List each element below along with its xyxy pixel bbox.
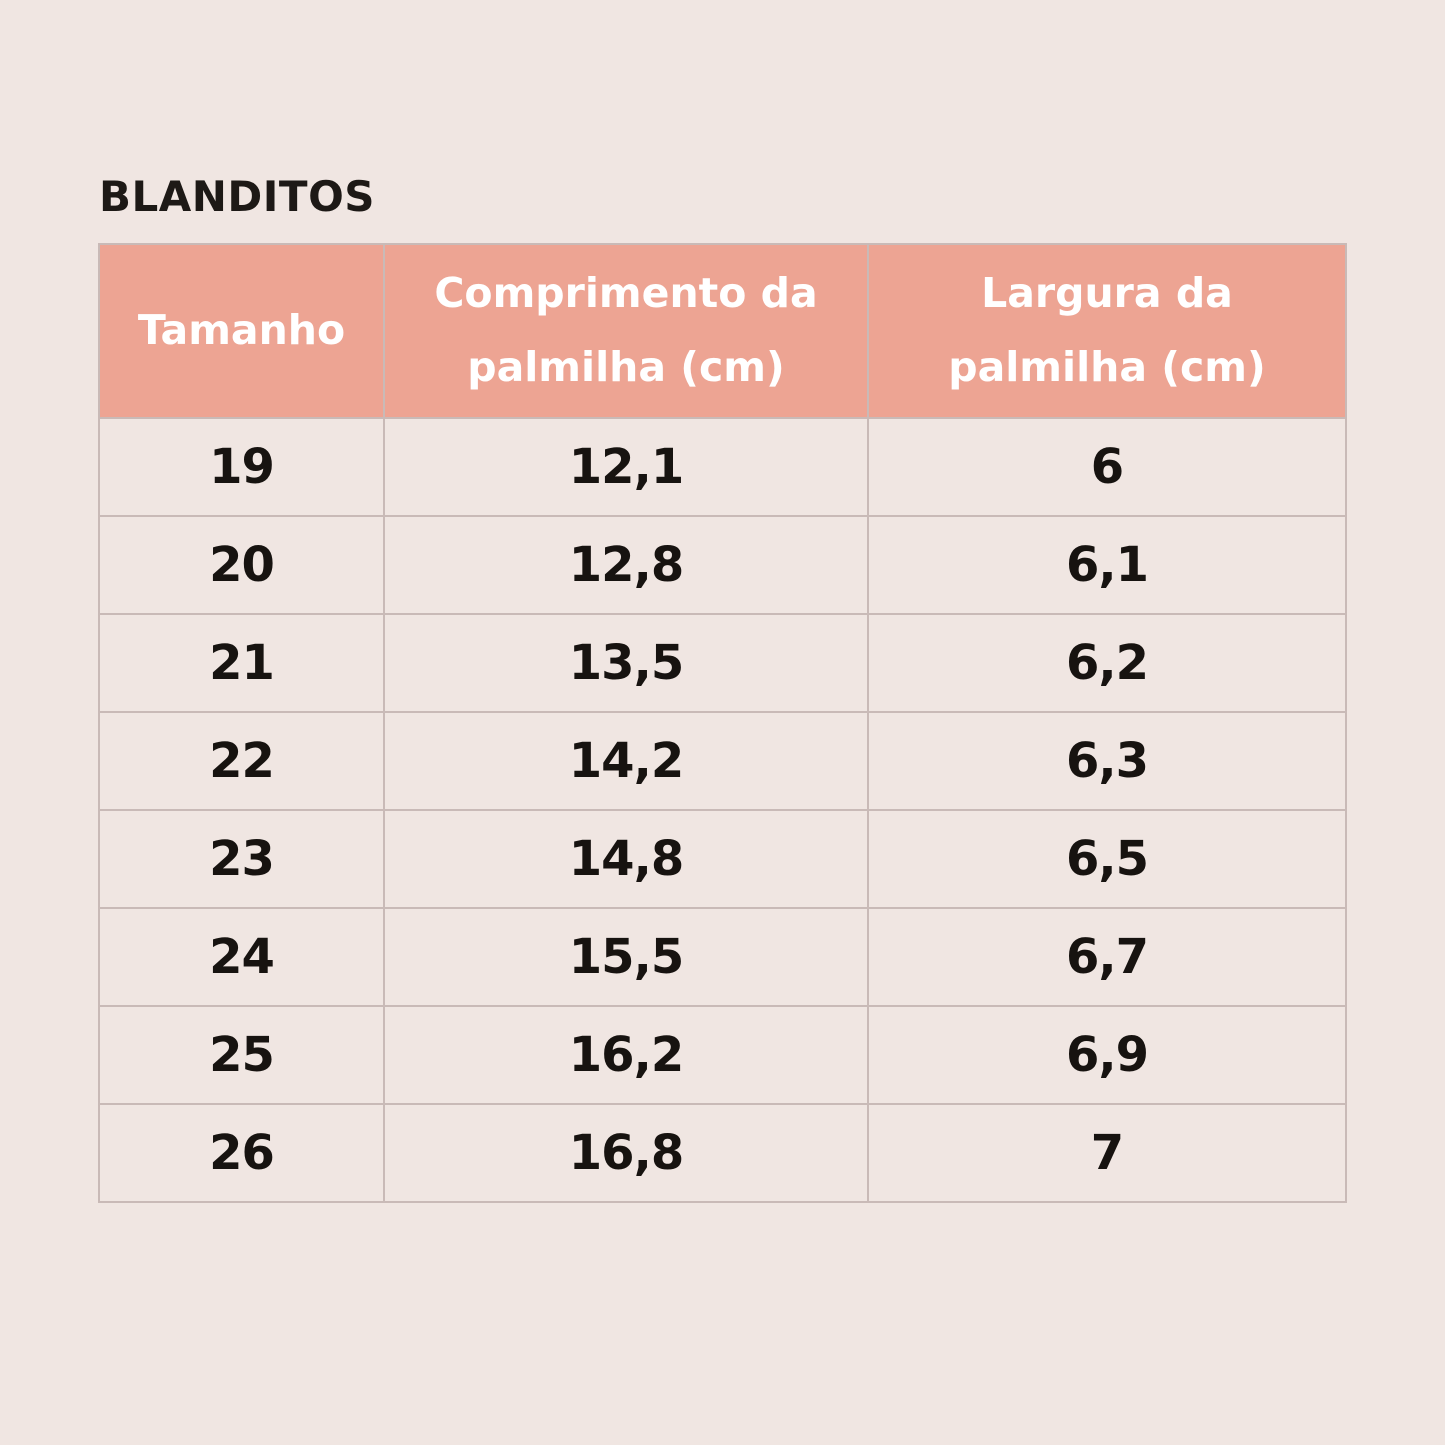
cell-tamanho: 24 bbox=[98, 907, 385, 1007]
table-row: 24 15,5 6,7 bbox=[98, 907, 1347, 1007]
cell-tamanho: 19 bbox=[98, 417, 385, 517]
cell-tamanho: 23 bbox=[98, 809, 385, 909]
cell-comprimento-palmilha: 13,5 bbox=[383, 613, 869, 713]
table-row: 20 12,8 6,1 bbox=[98, 515, 1347, 615]
cell-tamanho: 21 bbox=[98, 613, 385, 713]
header-cell-largura-palmilha: Largura da palmilha (cm) bbox=[867, 243, 1347, 419]
cell-largura-palmilha: 6,2 bbox=[867, 613, 1347, 713]
cell-comprimento-palmilha: 14,8 bbox=[383, 809, 869, 909]
page-title: BLANDITOS bbox=[99, 172, 376, 221]
cell-largura-palmilha: 6,7 bbox=[867, 907, 1347, 1007]
table-row: 21 13,5 6,2 bbox=[98, 613, 1347, 713]
cell-tamanho: 25 bbox=[98, 1005, 385, 1105]
table-row: 25 16,2 6,9 bbox=[98, 1005, 1347, 1105]
cell-largura-palmilha: 6,5 bbox=[867, 809, 1347, 909]
cell-tamanho: 20 bbox=[98, 515, 385, 615]
size-chart-table: Tamanho Comprimento da palmilha (cm) Lar… bbox=[98, 243, 1347, 1203]
header-cell-comprimento-palmilha: Comprimento da palmilha (cm) bbox=[383, 243, 869, 419]
cell-tamanho: 22 bbox=[98, 711, 385, 811]
table-body: 19 12,1 6 20 12,8 6,1 21 13,5 6,2 22 14,… bbox=[98, 417, 1347, 1203]
table-row: 19 12,1 6 bbox=[98, 417, 1347, 517]
cell-comprimento-palmilha: 16,2 bbox=[383, 1005, 869, 1105]
cell-comprimento-palmilha: 15,5 bbox=[383, 907, 869, 1007]
cell-comprimento-palmilha: 16,8 bbox=[383, 1103, 869, 1203]
cell-comprimento-palmilha: 12,1 bbox=[383, 417, 869, 517]
table-row: 23 14,8 6,5 bbox=[98, 809, 1347, 909]
table-row: 26 16,8 7 bbox=[98, 1103, 1347, 1203]
cell-largura-palmilha: 6,3 bbox=[867, 711, 1347, 811]
cell-largura-palmilha: 6,9 bbox=[867, 1005, 1347, 1105]
cell-comprimento-palmilha: 12,8 bbox=[383, 515, 869, 615]
header-row: Tamanho Comprimento da palmilha (cm) Lar… bbox=[98, 243, 1347, 419]
cell-comprimento-palmilha: 14,2 bbox=[383, 711, 869, 811]
cell-largura-palmilha: 6 bbox=[867, 417, 1347, 517]
cell-largura-palmilha: 7 bbox=[867, 1103, 1347, 1203]
cell-tamanho: 26 bbox=[98, 1103, 385, 1203]
cell-largura-palmilha: 6,1 bbox=[867, 515, 1347, 615]
header-cell-tamanho: Tamanho bbox=[98, 243, 385, 419]
table-row: 22 14,2 6,3 bbox=[98, 711, 1347, 811]
